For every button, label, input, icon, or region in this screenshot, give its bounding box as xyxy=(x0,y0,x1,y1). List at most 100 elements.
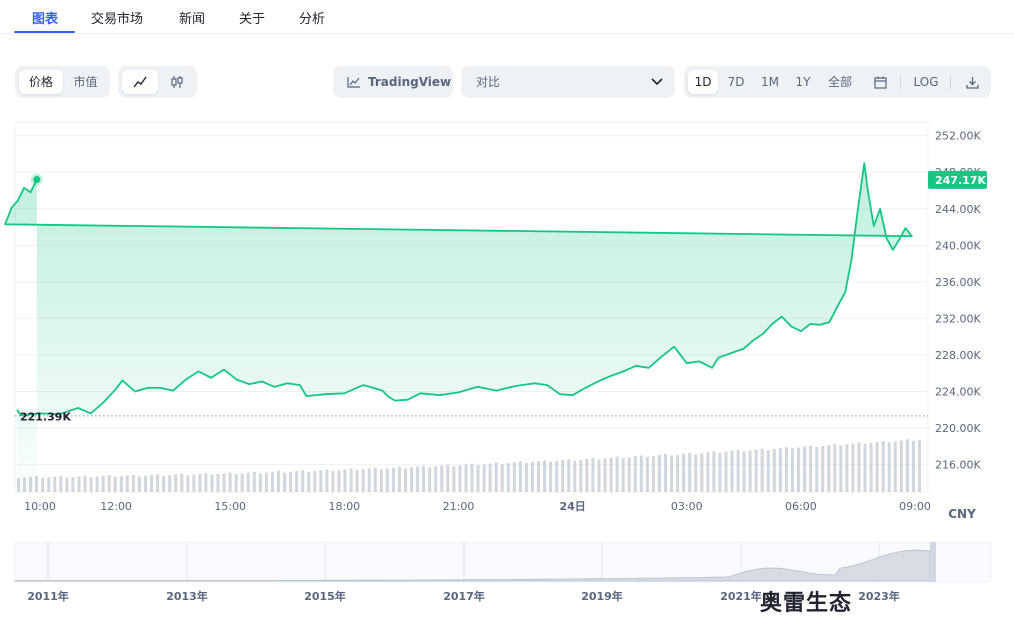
volume-bar xyxy=(482,464,486,492)
volume-bar xyxy=(385,468,389,492)
navigator-tick-label: 2015年 xyxy=(304,589,346,603)
volume-bar xyxy=(416,466,420,492)
download-button[interactable] xyxy=(958,70,986,94)
range-1y-button[interactable]: 1Y xyxy=(795,75,811,89)
range-navigator[interactable]: 2011年 2013年 2015年 2017年 2019年 2021年 2023年 xyxy=(14,541,992,603)
volume-bar xyxy=(355,470,359,492)
volume-bar xyxy=(113,476,117,492)
y-tick-label: 232.00K xyxy=(935,312,981,325)
volume-bar xyxy=(500,464,504,492)
volume-bar xyxy=(379,469,383,492)
price-toggle-button[interactable]: 价格 xyxy=(19,70,63,94)
range-1m-button[interactable]: 1M xyxy=(761,75,779,89)
volume-bar xyxy=(905,439,909,492)
volume-bar xyxy=(670,455,673,492)
volume-bar xyxy=(881,441,885,492)
range-1d-button[interactable]: 1D xyxy=(688,70,718,94)
currency-label: CNY xyxy=(948,507,976,521)
volume-bar xyxy=(730,450,734,492)
tab-analysis[interactable]: 分析 xyxy=(299,12,326,27)
volume-bar xyxy=(337,470,341,492)
candlestick-button[interactable] xyxy=(160,70,193,94)
volume-bar xyxy=(918,439,921,492)
volume-bar xyxy=(47,477,51,492)
volume-bar xyxy=(833,444,837,492)
volume-bar xyxy=(845,444,849,492)
x-tick-label: 09:00 xyxy=(899,500,931,513)
volume-bar xyxy=(446,464,450,492)
price-area-fill xyxy=(5,163,912,492)
volume-bar xyxy=(700,453,704,492)
tradingview-button[interactable]: TradingView xyxy=(333,66,453,98)
tradingview-label: TradingView xyxy=(368,75,452,89)
x-tick-label: 10:00 xyxy=(24,500,56,513)
volume-bar xyxy=(452,466,456,492)
market-cap-toggle-button[interactable]: 市值 xyxy=(73,75,98,89)
volume-bar xyxy=(198,473,202,492)
download-icon xyxy=(965,77,979,89)
volume-bar xyxy=(222,473,226,492)
volume-bar xyxy=(373,467,377,492)
volume-bar xyxy=(591,457,595,492)
volume-bar xyxy=(827,445,831,492)
range-all-button[interactable]: 全部 xyxy=(827,75,852,89)
date-picker-button[interactable] xyxy=(866,70,894,94)
volume-bar xyxy=(766,450,770,492)
volume-bar xyxy=(228,472,232,492)
chevron-down-icon xyxy=(651,78,663,86)
navigator-tick-label: 2011年 xyxy=(27,589,69,603)
volume-bar xyxy=(162,476,166,492)
tab-about[interactable]: 关于 xyxy=(239,12,266,27)
volume-bar xyxy=(349,468,353,492)
volume-bar xyxy=(760,448,764,492)
volume-bar xyxy=(869,443,873,492)
y-tick-label: 244.00K xyxy=(935,203,981,216)
tab-news[interactable]: 新闻 xyxy=(179,12,206,27)
volume-bar xyxy=(718,452,722,492)
volume-bar xyxy=(585,458,589,492)
volume-bar xyxy=(863,444,867,492)
compare-select[interactable]: 对比 xyxy=(461,66,675,98)
volume-bar xyxy=(319,470,323,492)
volume-bar xyxy=(464,464,468,492)
volume-bars xyxy=(17,439,921,492)
volume-bar xyxy=(778,448,782,492)
active-tab-indicator xyxy=(14,31,75,33)
volume-bar xyxy=(706,452,710,492)
navigator-tick-label: 2023年 xyxy=(858,589,900,603)
volume-bar xyxy=(851,443,855,492)
volume-bar xyxy=(246,472,250,492)
volume-bar xyxy=(531,462,534,492)
separator xyxy=(900,75,901,89)
tab-markets[interactable]: 交易市场 xyxy=(91,12,144,27)
tab-chart[interactable]: 图表 xyxy=(32,12,59,27)
volume-bar xyxy=(682,453,686,492)
range-7d-button[interactable]: 7D xyxy=(727,75,745,89)
volume-bar xyxy=(361,469,365,492)
volume-bar xyxy=(168,475,172,492)
navigator-tick-label: 2021年 xyxy=(720,589,762,603)
volume-bar xyxy=(458,465,462,492)
log-scale-button[interactable]: LOG xyxy=(913,75,939,89)
price-chart[interactable]: 221.39K 252.00K248.00K244.00K240.00K236.… xyxy=(0,118,1014,618)
volume-bar xyxy=(204,473,208,492)
y-tick-label: 228.00K xyxy=(935,349,981,362)
volume-bar xyxy=(404,468,407,492)
volume-bar xyxy=(748,450,752,492)
volume-bar xyxy=(313,471,317,492)
volume-bar xyxy=(494,462,498,492)
volume-bar xyxy=(391,467,395,492)
volume-bar xyxy=(875,442,879,492)
volume-bar xyxy=(518,461,522,492)
volume-bar xyxy=(264,472,268,492)
calendar-icon xyxy=(873,76,887,89)
price-line xyxy=(4,162,913,417)
volume-bar xyxy=(603,458,607,492)
watermark-text: 奥雷生态 xyxy=(760,591,853,616)
current-price-dot xyxy=(33,176,41,184)
current-price-badge: 247.17K xyxy=(30,170,987,189)
x-tick-label: 24日 xyxy=(559,500,585,513)
line-chart-button[interactable] xyxy=(122,70,158,94)
candlestick-icon xyxy=(170,76,183,88)
open-price-label: 221.39K xyxy=(20,410,71,423)
